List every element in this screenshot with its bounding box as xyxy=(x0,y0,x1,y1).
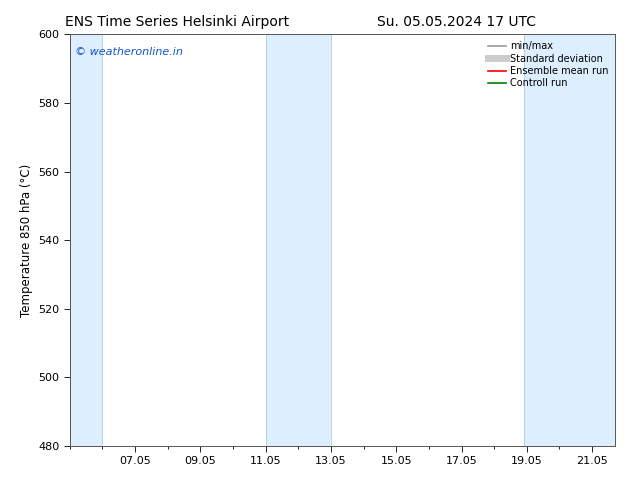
Y-axis label: Temperature 850 hPa (°C): Temperature 850 hPa (°C) xyxy=(20,164,32,317)
Text: ENS Time Series Helsinki Airport: ENS Time Series Helsinki Airport xyxy=(65,15,290,29)
Bar xyxy=(266,34,331,446)
Text: Su. 05.05.2024 17 UTC: Su. 05.05.2024 17 UTC xyxy=(377,15,536,29)
Text: © weatheronline.in: © weatheronline.in xyxy=(75,47,183,57)
Legend: min/max, Standard deviation, Ensemble mean run, Controll run: min/max, Standard deviation, Ensemble me… xyxy=(486,39,610,90)
Bar xyxy=(70,34,102,446)
Bar xyxy=(524,34,615,446)
